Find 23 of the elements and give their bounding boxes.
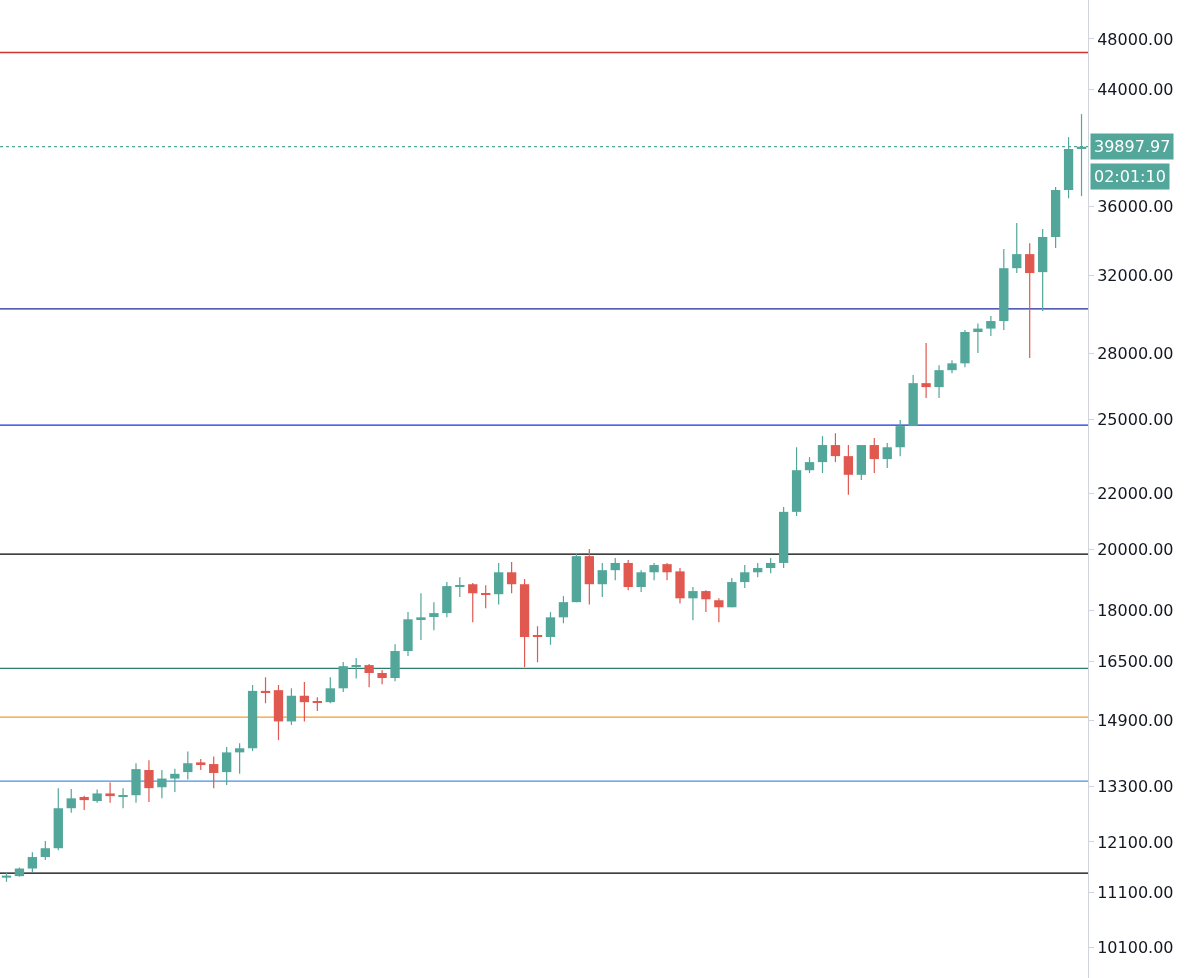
y-tick-label: 20000.00 [1097, 539, 1174, 559]
y-tick-label: 32000.00 [1097, 265, 1174, 285]
y-tick-label: 12100.00 [1097, 832, 1174, 852]
candlestick [986, 315, 996, 337]
candlestick [416, 592, 426, 641]
y-tick-label: 48000.00 [1097, 29, 1174, 49]
y-tick-label: 36000.00 [1097, 197, 1174, 217]
candlestick [105, 781, 115, 804]
y-tick-label: 25000.00 [1097, 409, 1174, 429]
candlestick [92, 788, 102, 804]
y-tick-label: 10100.00 [1097, 937, 1174, 957]
y-tick-label: 14900.00 [1097, 711, 1174, 731]
text: 02:01:10 [1094, 167, 1166, 186]
y-tick-label: 16500.00 [1097, 651, 1174, 671]
y-tick-label: 13300.00 [1097, 777, 1174, 797]
ref-line-label: 39897.97 [1094, 137, 1171, 156]
y-tick-label: 22000.00 [1097, 484, 1174, 504]
y-tick-label: 44000.00 [1097, 80, 1174, 100]
candlestick [170, 768, 180, 793]
candlestick [27, 851, 38, 874]
y-tick-label: 28000.00 [1097, 343, 1174, 363]
y-tick-label: 11100.00 [1097, 882, 1174, 902]
y-tick-label: 18000.00 [1097, 601, 1174, 621]
